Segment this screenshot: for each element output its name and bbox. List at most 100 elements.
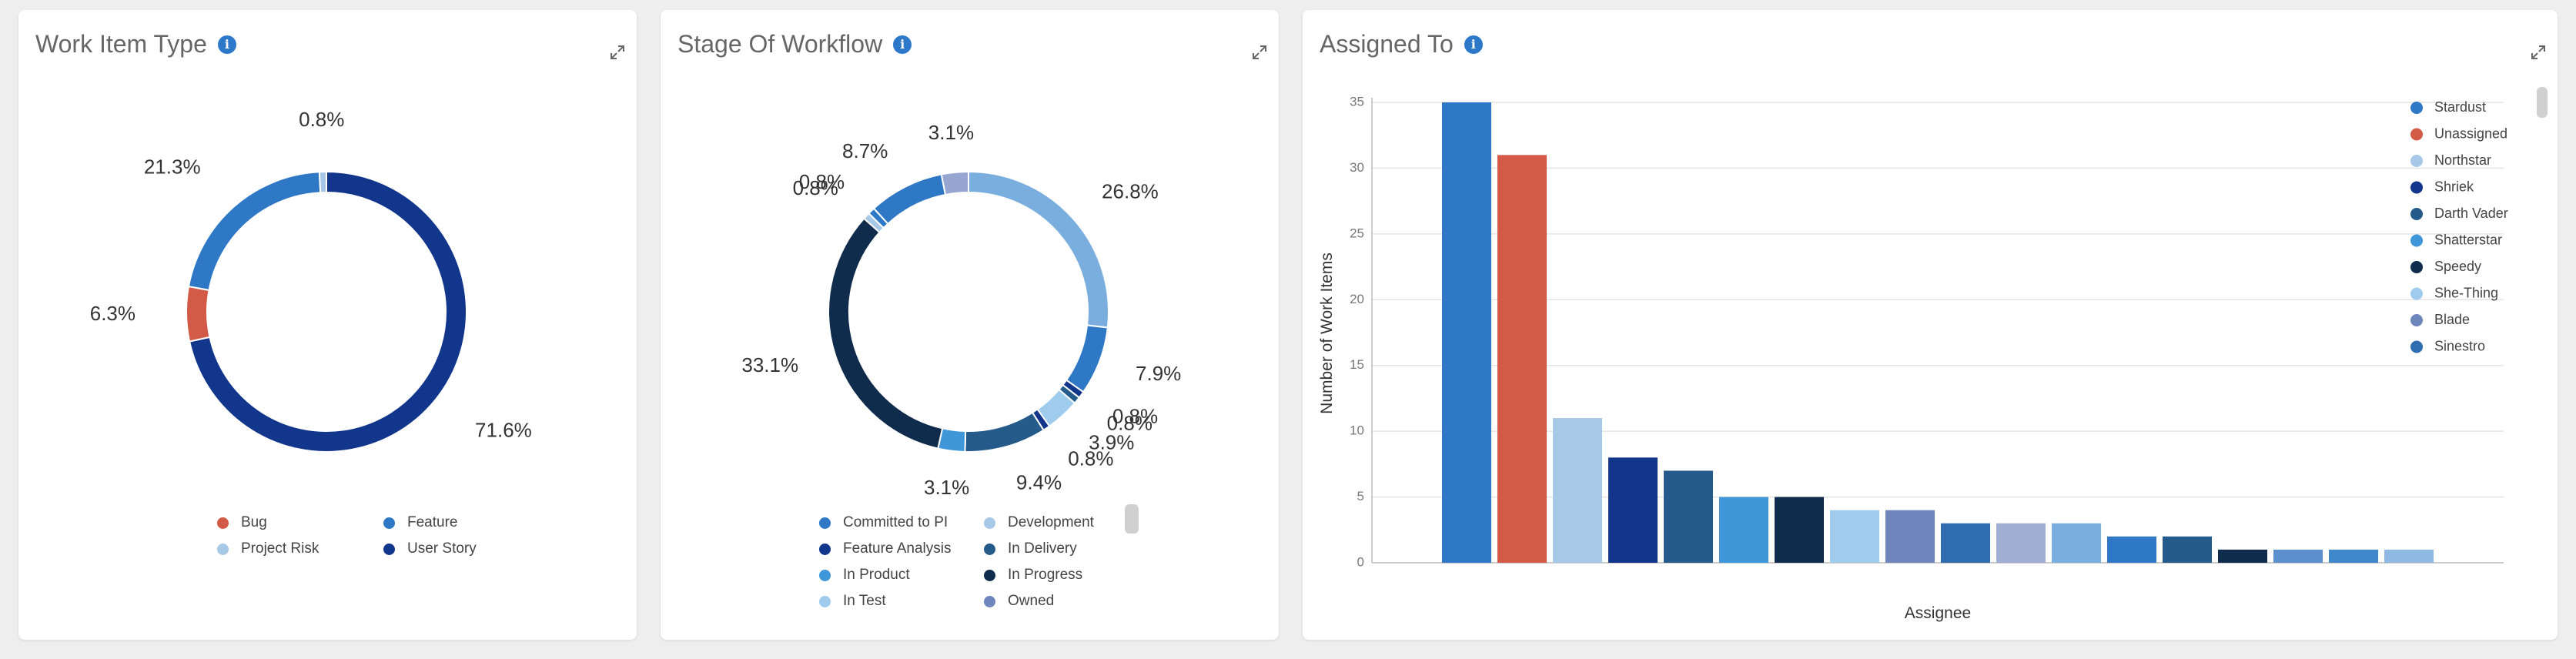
legend-label: Stardust [2434, 99, 2486, 115]
donut-slice-owned[interactable] [940, 170, 969, 196]
legend-swatch [383, 517, 395, 529]
legend-item[interactable]: Blade [2410, 312, 2470, 327]
legend-item[interactable]: Development [984, 514, 1094, 531]
legend-swatch [383, 543, 395, 555]
donut-slice-committed-to-pi[interactable] [1065, 324, 1109, 393]
legend-swatch [2410, 340, 2423, 353]
legend-item[interactable]: Sinestro [2410, 338, 2485, 353]
bar[interactable] [1719, 497, 1768, 563]
legend-label: Shriek [2434, 179, 2474, 194]
legend-swatch [217, 543, 229, 555]
bar[interactable] [1442, 102, 1491, 563]
donut-slice-committed-to-pi[interactable] [872, 173, 947, 226]
bar[interactable] [2384, 549, 2434, 563]
expand-icon[interactable] [609, 44, 626, 61]
legend-label: Shatterstar [2434, 232, 2502, 247]
legend-scrollbar[interactable] [2537, 87, 2548, 118]
legend-swatch [2410, 128, 2423, 141]
bar[interactable] [2218, 549, 2267, 563]
bar[interactable] [1608, 457, 1658, 563]
legend-item[interactable]: Owned [984, 593, 1054, 610]
bar[interactable] [2273, 549, 2323, 563]
legend-label: Feature [407, 514, 458, 530]
y-tick-label: 15 [1350, 357, 1364, 372]
legend-label: In Test [843, 593, 886, 609]
assigned-to-bar-chart: 0 5 10 15 20 25 30 35 Assignee Number of Work Ite… [1318, 94, 2508, 622]
donut-data-label: 0.8% [299, 108, 344, 131]
legend-swatch [819, 543, 831, 555]
donut-data-label: 0.8% [1107, 412, 1153, 435]
legend-label: Feature Analysis [843, 540, 952, 557]
bar[interactable] [2052, 523, 2101, 563]
donut-data-label: 33.1% [741, 353, 798, 376]
work-item-type-card: Work Item Type i 71.6% 6.3% 21.3% 0.8% Bug F… [18, 10, 637, 640]
bar[interactable] [1830, 510, 1879, 563]
legend-item[interactable]: Darth Vader [2410, 206, 2508, 221]
bar[interactable] [2329, 549, 2378, 563]
legend-swatch [819, 569, 831, 581]
legend-swatch [2410, 287, 2423, 300]
donut-data-label: 0.8% [1112, 404, 1158, 427]
donut-data-label: 0.8% [799, 170, 845, 193]
donut-slice-feature[interactable] [187, 171, 322, 292]
legend-item[interactable]: User Story [383, 540, 477, 557]
legend-item[interactable]: Shriek [2410, 179, 2474, 194]
legend-item[interactable]: Northstar [2410, 152, 2491, 168]
legend-swatch [2410, 208, 2423, 220]
legend-swatch [2410, 155, 2423, 167]
donut-slice-user-story[interactable] [188, 170, 467, 453]
info-icon[interactable]: i [1464, 35, 1483, 54]
legend-item[interactable]: Unassigned [2410, 125, 2507, 141]
legend-item[interactable]: In Delivery [984, 540, 1077, 557]
legend-label: She-Thing [2434, 285, 2498, 300]
bar[interactable] [1775, 497, 1824, 563]
legend-label: In Product [843, 567, 910, 583]
bar[interactable] [2163, 536, 2212, 563]
donut-slice-project-risk[interactable] [318, 170, 327, 194]
card-title-wrap: Work Item Type i [35, 30, 236, 59]
legend-item[interactable]: In Product [819, 567, 910, 584]
stage-of-workflow-donut: 26.8%7.9%0.8%0.8%3.9%0.8%9.4%3.1%33.1%0.… [741, 121, 1181, 499]
bar[interactable] [2107, 536, 2156, 563]
info-icon[interactable]: i [217, 35, 236, 54]
bar[interactable] [1996, 523, 2046, 563]
expand-icon[interactable] [2530, 44, 2547, 61]
legend-swatch [984, 517, 995, 529]
y-tick-label: 10 [1350, 423, 1364, 438]
legend-item[interactable]: Shatterstar [2410, 232, 2502, 247]
donut-data-label: 3.1% [928, 121, 974, 144]
donut-data-label: 0.8% [793, 176, 838, 199]
legend-scrollbar[interactable] [1125, 504, 1139, 534]
bar[interactable] [1885, 510, 1935, 563]
bar[interactable] [1553, 418, 1602, 563]
bar[interactable] [1941, 523, 1990, 563]
legend-item[interactable]: Stardust [2410, 99, 2486, 115]
legend-item[interactable]: She-Thing [2410, 285, 2498, 300]
legend-item[interactable]: In Progress [984, 567, 1082, 584]
donut-slice-development[interactable] [968, 170, 1109, 329]
info-icon[interactable]: i [893, 35, 912, 54]
legend-item[interactable]: Feature [383, 514, 457, 531]
legend-item[interactable]: In Test [819, 593, 886, 610]
donut-slice-in-progress[interactable] [828, 217, 944, 450]
bar[interactable] [1664, 470, 1713, 563]
donut-data-label: 0.8% [1068, 447, 1113, 470]
legend-label: User Story [407, 540, 477, 557]
legend-swatch [819, 517, 831, 529]
legend-swatch [217, 517, 229, 529]
legend-item[interactable]: Feature Analysis [819, 540, 951, 557]
legend-label: Committed to PI [843, 514, 948, 530]
legend-item[interactable]: Committed to PI [819, 514, 948, 531]
bar[interactable] [1497, 155, 1547, 564]
legend-swatch [2410, 102, 2423, 114]
legend-item[interactable]: Speedy [2410, 259, 2481, 274]
legend-label: Darth Vader [2434, 206, 2508, 221]
assigned-to-title: Assigned To [1320, 30, 1454, 58]
donut-data-label: 3.1% [924, 476, 969, 499]
legend-item[interactable]: Project Risk [217, 540, 319, 557]
legend-label: Owned [1008, 593, 1055, 609]
legend-item[interactable]: Bug [217, 514, 267, 531]
donut-slice-bug[interactable] [186, 285, 211, 343]
expand-icon[interactable] [1251, 44, 1268, 61]
donut-slice-in-delivery[interactable] [964, 411, 1045, 453]
